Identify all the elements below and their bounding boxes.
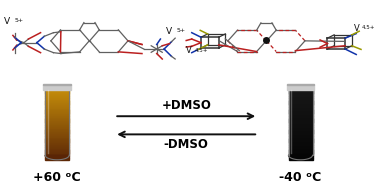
Bar [45,138,69,140]
Bar [45,140,69,142]
Bar [45,143,69,145]
Text: V: V [186,46,192,55]
Bar [288,152,313,154]
Bar [45,109,69,111]
Bar [288,90,313,93]
Bar [288,141,313,143]
Bar [288,138,313,140]
Bar [45,92,69,94]
Bar [287,85,314,90]
Text: 4.5+: 4.5+ [362,25,375,30]
Bar [45,87,69,89]
Bar [288,140,313,142]
Bar [288,127,313,129]
Bar [45,136,69,138]
Text: V: V [166,27,172,36]
Bar [45,130,69,133]
Bar [45,100,69,102]
Bar [45,127,69,129]
Polygon shape [45,155,69,160]
Bar [288,105,313,107]
Bar [288,118,313,120]
Bar [45,152,69,154]
Bar [45,118,69,120]
Bar [288,158,313,160]
Bar [45,125,69,127]
Text: +60 ᵒC: +60 ᵒC [33,171,81,184]
Bar [288,116,313,118]
Text: 5+: 5+ [177,28,186,33]
Bar [45,119,69,122]
Bar [45,147,69,149]
Bar [45,145,69,147]
Text: +DMSO: +DMSO [161,99,211,112]
Bar [43,84,71,85]
Bar [288,89,313,91]
Bar [288,147,313,149]
Bar [45,154,69,156]
Bar [288,107,313,109]
Bar [288,112,313,114]
Bar [45,90,69,93]
Bar [288,129,313,131]
Polygon shape [288,155,313,160]
Bar [45,98,69,100]
Bar [45,156,69,158]
Bar [288,130,313,133]
Bar [45,101,69,103]
Bar [288,136,313,138]
Bar [287,84,314,85]
Text: -DMSO: -DMSO [164,138,208,151]
Bar [45,150,69,153]
Bar [45,134,69,136]
Bar [288,109,313,111]
Bar [288,145,313,147]
Bar [45,103,69,105]
Bar [43,85,71,90]
Bar [288,132,313,134]
Bar [288,96,313,98]
Bar [288,123,313,125]
Bar [45,141,69,143]
Bar [288,125,313,127]
Bar [45,107,69,109]
Bar [45,129,69,131]
Bar [288,154,313,156]
Bar [45,94,69,96]
Bar [288,119,313,122]
Text: 4.5+: 4.5+ [195,48,208,53]
Bar [45,121,69,124]
Bar [288,87,313,89]
Text: V: V [4,17,10,26]
Bar [45,116,69,118]
Bar [45,96,69,98]
Bar [288,94,313,96]
Bar [288,150,313,153]
Text: V: V [354,24,359,33]
Bar [45,89,69,91]
Bar [45,110,69,113]
Bar [45,114,69,116]
Bar [288,92,313,94]
Bar [45,112,69,114]
Bar [45,158,69,160]
Bar [45,132,69,134]
Bar [288,156,313,158]
Bar [288,103,313,105]
Bar [288,100,313,102]
Bar [288,98,313,100]
Text: -40 ᵒC: -40 ᵒC [279,171,322,184]
Bar [288,134,313,136]
Text: 5+: 5+ [15,18,24,23]
Bar [45,123,69,125]
Bar [288,101,313,103]
Bar [288,149,313,151]
Bar [45,149,69,151]
Bar [288,110,313,113]
Bar [45,105,69,107]
Bar [288,143,313,145]
Bar [288,121,313,124]
Bar [288,114,313,116]
